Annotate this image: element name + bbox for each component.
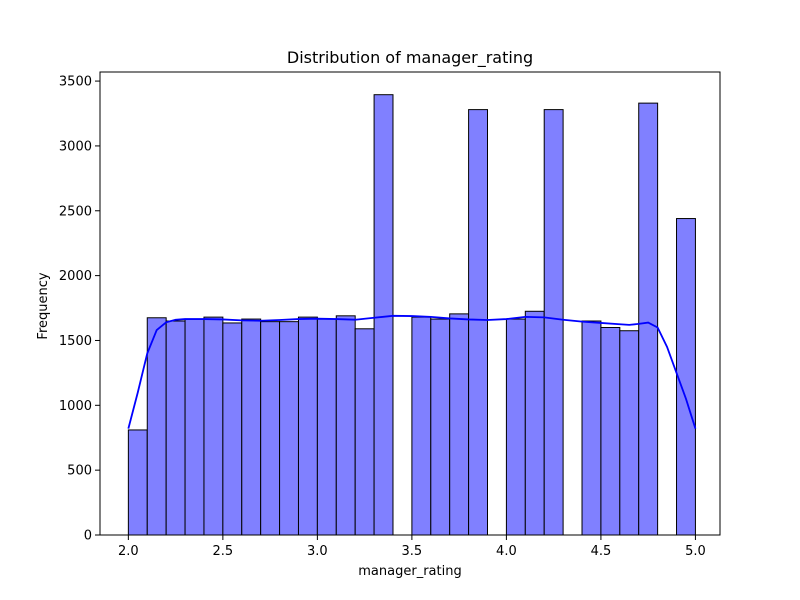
- histogram-bar: [222, 322, 243, 536]
- histogram-bar: [260, 321, 281, 536]
- x-tick-label: 2.5: [213, 544, 234, 559]
- x-tick-label: 4.0: [496, 544, 517, 559]
- histogram-bar: [468, 109, 489, 536]
- histogram-bar: [581, 320, 602, 536]
- histogram-bar: [600, 326, 621, 536]
- histogram-bar: [524, 310, 545, 536]
- histogram-bar: [203, 316, 224, 536]
- histogram-bar: [543, 109, 564, 536]
- x-tick-label: 3.5: [402, 544, 423, 559]
- x-tick-label: 4.5: [591, 544, 612, 559]
- histogram-bar: [449, 313, 470, 536]
- x-tick-label: 5.0: [685, 544, 706, 559]
- histogram-bar: [127, 429, 148, 536]
- kde-curve: [127, 314, 697, 429]
- y-tick-label: 2000: [59, 269, 92, 284]
- y-tick-label: 1500: [59, 334, 92, 349]
- y-tick-label: 3000: [59, 139, 92, 154]
- histogram-bar: [297, 316, 318, 536]
- histogram-bar: [430, 318, 451, 536]
- y-tick-label: 3500: [59, 75, 92, 90]
- y-axis-label: Frequency: [36, 272, 51, 339]
- histogram-bar: [335, 315, 356, 536]
- histogram-bar: [146, 317, 167, 536]
- histogram-bar: [373, 94, 394, 536]
- chart-title: Distribution of manager_rating: [287, 48, 533, 68]
- plot-frame: [99, 71, 721, 536]
- histogram-bar: [184, 318, 205, 536]
- y-tick-label: 0: [84, 529, 92, 544]
- y-tick-label: 1000: [59, 399, 92, 414]
- histogram-bar: [619, 330, 640, 536]
- histogram-bar: [354, 328, 375, 536]
- x-axis-label: manager_rating: [358, 564, 461, 579]
- histogram-bar: [241, 318, 262, 536]
- y-tick-label: 500: [67, 464, 92, 479]
- x-tick-label: 3.0: [307, 544, 328, 559]
- histogram-bar: [676, 218, 696, 536]
- histogram-bar: [638, 102, 659, 536]
- histogram-bar: [411, 316, 432, 536]
- histogram-bar: [505, 318, 526, 536]
- y-tick-label: 2500: [59, 204, 92, 219]
- x-axis-ticks: 2.0 2.5 3.0 3.5 4.0 4.5 5.0: [118, 535, 706, 559]
- x-tick-label: 2.0: [118, 544, 139, 559]
- histogram-bar: [165, 320, 186, 536]
- y-axis-ticks: 0 500 1000 1500 2000 2500 3000 3500: [59, 75, 100, 544]
- histogram-bar: [279, 321, 299, 536]
- histogram-bars: [127, 94, 696, 536]
- histogram-bar: [316, 318, 337, 536]
